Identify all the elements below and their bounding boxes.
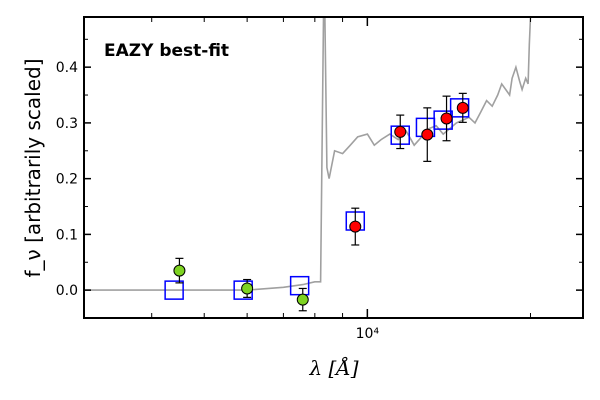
- observed-flux-point-red: [349, 220, 362, 233]
- observed-flux-point-red: [456, 101, 469, 114]
- y-tick-label: 0.3: [56, 116, 78, 132]
- y-tick-label: 0.0: [56, 283, 78, 299]
- y-tick-label: 0.2: [56, 172, 78, 188]
- observed-flux-point-green: [173, 264, 186, 277]
- observed-flux-point-red: [440, 112, 453, 125]
- observed-flux-point-green: [296, 293, 309, 306]
- annotation-label: EAZY best-fit: [104, 41, 229, 61]
- x-axis-ticks: 10⁴: [151, 17, 531, 342]
- y-axis-ticks: 0.0 0.1 0.2 0.3 0.4: [56, 38, 583, 299]
- x-tick-label: 10⁴: [356, 326, 380, 342]
- model-flux-square: [164, 280, 184, 300]
- plot-area: [84, 17, 532, 312]
- observed-flux-point-red: [421, 128, 434, 141]
- observed-flux-point-red: [394, 125, 407, 138]
- plot-clipped: [84, 17, 532, 312]
- observed-flux-point-green: [241, 282, 254, 295]
- y-axis-label: f_ν [arbitrarily scaled]: [21, 59, 45, 278]
- x-axis-label: λ [Å]: [308, 355, 358, 380]
- plot-frame: [83, 16, 584, 319]
- y-tick-label: 0.1: [56, 227, 78, 243]
- y-tick-label: 0.4: [56, 60, 78, 76]
